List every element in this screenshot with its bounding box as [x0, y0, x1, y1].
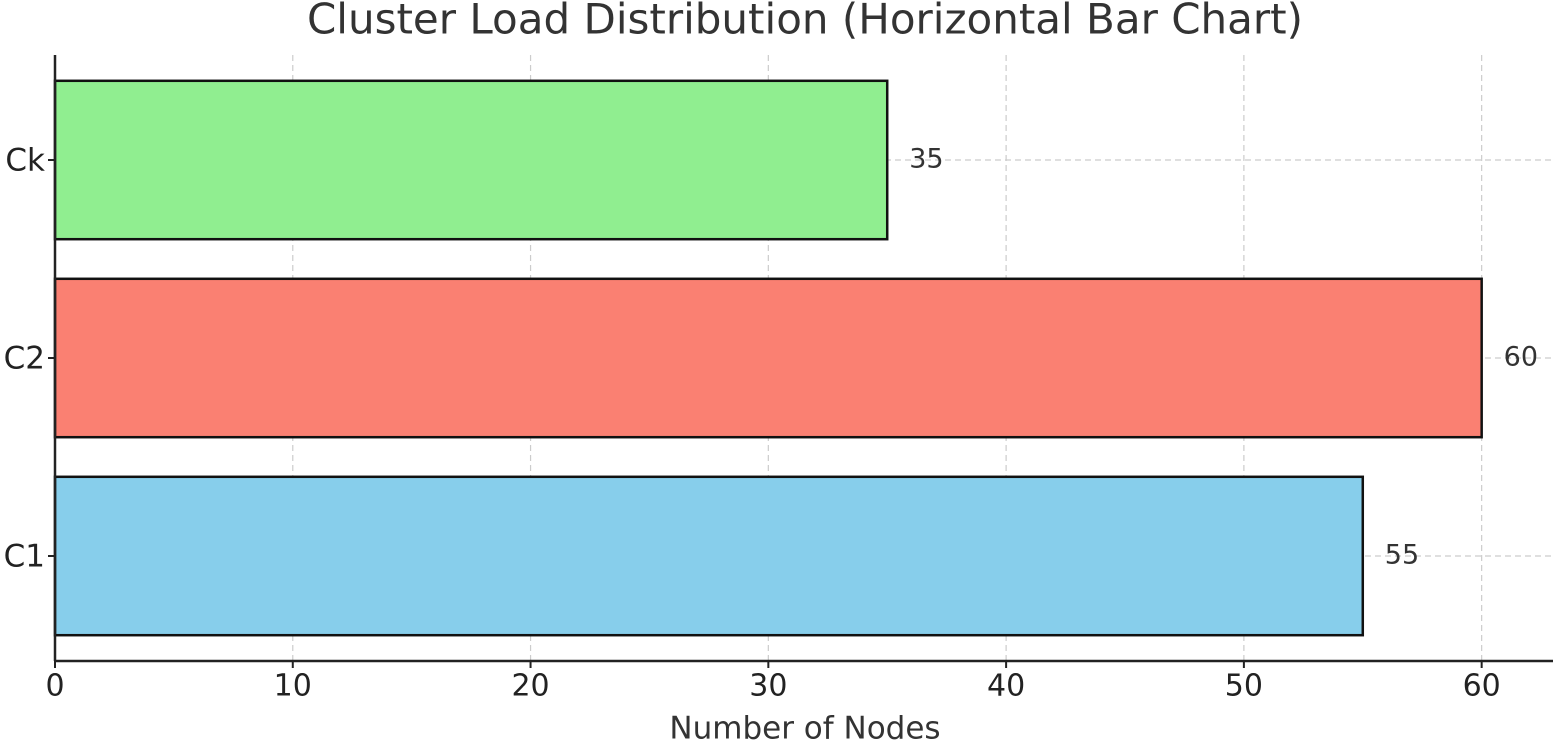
- x-tick-label: 30: [749, 669, 787, 704]
- y-tick-label: Ck: [5, 143, 45, 179]
- x-axis-label: Number of Nodes: [669, 711, 940, 746]
- x-tick-label: 40: [987, 669, 1025, 704]
- y-tick-label: C2: [4, 341, 45, 377]
- x-tick-label: 0: [45, 669, 64, 704]
- bar: [53, 277, 1483, 439]
- x-tick-label: 20: [511, 669, 549, 704]
- x-tick-label: 50: [1225, 669, 1263, 704]
- data-label: 60: [1504, 342, 1538, 373]
- bar: [53, 79, 889, 241]
- chart-title: Cluster Load Distribution (Horizontal Ba…: [307, 0, 1303, 44]
- bar: [53, 475, 1365, 637]
- x-tick-label: 10: [274, 669, 312, 704]
- data-label: 35: [909, 144, 943, 175]
- data-label: 55: [1385, 540, 1419, 571]
- y-tick-label: C1: [4, 539, 45, 575]
- x-tick-label: 60: [1463, 669, 1501, 704]
